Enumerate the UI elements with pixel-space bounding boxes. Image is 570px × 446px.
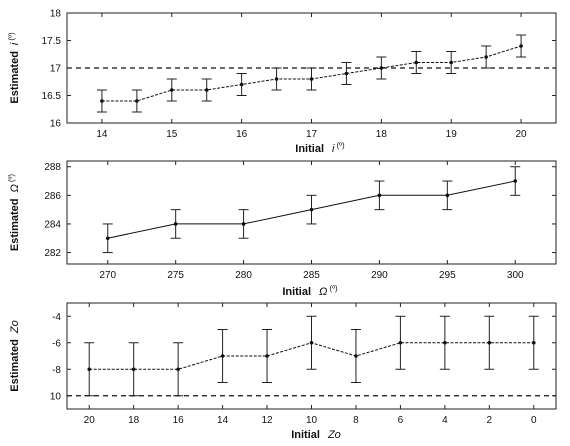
y-axis-label-text: Estimated: [9, 339, 21, 392]
x-tick-label: 17: [306, 129, 318, 140]
x-axis-label-unit: (º): [336, 141, 345, 150]
y-axis-label-symbol: Zo: [9, 320, 21, 334]
x-tick-label: 20: [84, 415, 96, 426]
data-point: [513, 179, 518, 183]
x-tick-label: 19: [446, 129, 458, 140]
y-tick-label: -6: [52, 338, 61, 349]
data-point: [487, 340, 492, 345]
x-tick-label: 15: [166, 129, 178, 140]
y-axis-label: Estimated i(º): [7, 32, 21, 104]
y-tick-label: 17.5: [42, 36, 62, 47]
data-point: [531, 340, 536, 345]
y-axis-label-symbol: i: [9, 42, 21, 45]
x-axis-label-symbol: Ω: [319, 286, 327, 298]
data-point: [519, 44, 523, 48]
data-point: [414, 60, 419, 65]
x-tick-label: 280: [235, 270, 252, 281]
y-tick-label: 16: [50, 119, 62, 130]
x-axis-label-text: Initial: [282, 286, 311, 298]
x-tick-label: 10: [306, 415, 318, 426]
x-tick-label: 300: [507, 270, 524, 281]
x-axis-label: Initial Zo: [291, 429, 341, 441]
x-axis-label-text: Initial: [295, 143, 324, 155]
x-tick-label: 0: [531, 415, 537, 426]
data-point: [176, 367, 180, 372]
data-point: [265, 354, 269, 358]
y-axis-label: Estimated Ω(º): [7, 174, 21, 252]
data-point: [131, 367, 136, 372]
data-point: [169, 88, 174, 92]
y-tick-label: -8: [52, 365, 61, 376]
y-axis-label-unit: (º): [7, 174, 16, 183]
y-axis-label-text: Estimated: [9, 199, 21, 252]
data-point: [204, 88, 209, 92]
x-tick-label: 18: [376, 129, 388, 140]
data-point: [241, 222, 246, 226]
y-axis-label-text: Estimated: [9, 51, 21, 104]
y-tick-label: 286: [44, 191, 61, 202]
y-tick-label: 16.5: [42, 91, 62, 102]
x-tick-label: 14: [217, 415, 229, 426]
y-tick-label: -4: [52, 312, 61, 323]
x-tick-label: 4: [442, 415, 448, 426]
data-point: [87, 367, 92, 372]
x-axis-label-text: Initial: [291, 429, 320, 441]
x-axis-label-symbol: i: [332, 143, 335, 155]
x-axis-label: Initial i (º): [295, 141, 345, 155]
x-tick-label: 295: [439, 270, 456, 281]
panel-omega: 270 275 280 285 290 295 300 282 284 286 288 Initial…: [7, 160, 557, 298]
x-tick-label: 2: [487, 415, 493, 426]
x-tick-label: 12: [261, 415, 273, 426]
data-point: [220, 354, 225, 358]
data-point: [100, 99, 104, 103]
x-tick-label: 20: [516, 129, 528, 140]
x-axis-label-symbol: Zo: [327, 429, 341, 441]
x-tick-label: 275: [167, 270, 184, 281]
data-point: [449, 60, 454, 65]
y-tick-label: 17: [50, 64, 62, 75]
x-tick-label: 290: [371, 270, 388, 281]
data-point: [344, 71, 349, 76]
y-tick-label: 284: [44, 219, 61, 230]
data-point: [309, 77, 314, 81]
data-point: [484, 55, 488, 59]
y-axis-label-unit: (º): [7, 32, 16, 41]
x-tick-label: 8: [353, 415, 359, 426]
data-point: [445, 193, 450, 198]
data-point: [105, 236, 110, 241]
y-axis-label: Estimated Zo: [9, 320, 21, 391]
data-point: [398, 340, 403, 345]
data-point: [309, 340, 314, 345]
data-point: [354, 354, 358, 358]
data-point: [377, 193, 382, 198]
x-tick-label: 270: [99, 270, 116, 281]
y-tick-label: 288: [44, 162, 61, 173]
x-tick-label: 6: [398, 415, 404, 426]
x-tick-label: 16: [173, 415, 185, 426]
x-tick-label: 14: [96, 129, 108, 140]
x-axis-label-unit: (º): [329, 284, 338, 293]
x-axis-label: Initial Ω (º): [282, 284, 338, 298]
y-tick-label: 18: [50, 9, 62, 20]
data-point: [309, 207, 314, 212]
x-tick-label: 285: [303, 270, 320, 281]
data-point: [239, 82, 244, 87]
x-tick-label: 18: [128, 415, 140, 426]
data-point: [379, 66, 384, 70]
y-tick-label: 10: [50, 391, 62, 402]
x-tick-label: 16: [236, 129, 248, 140]
data-point: [443, 340, 447, 345]
y-tick-label: 282: [44, 248, 61, 259]
data-point: [135, 99, 139, 103]
y-axis-label-symbol: Ω: [9, 184, 21, 192]
data-point: [274, 77, 279, 81]
data-point: [173, 222, 178, 226]
